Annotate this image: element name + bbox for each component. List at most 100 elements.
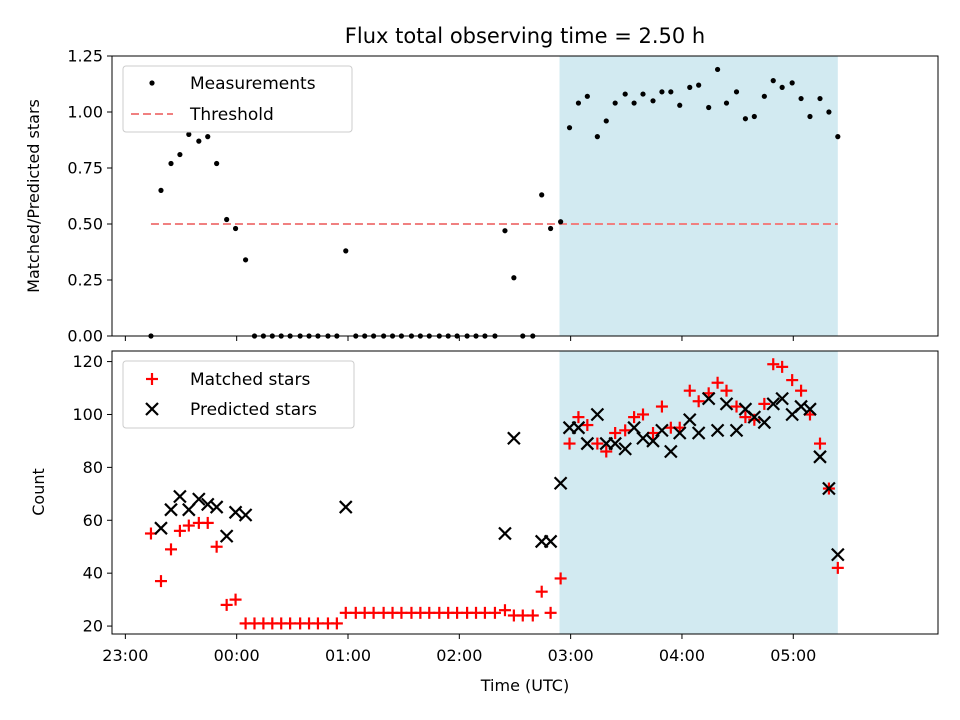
measurement-point [502,228,508,234]
predicted-star-point [219,529,234,543]
chart-title: Flux total observing time = 2.50 h [345,24,705,48]
predicted-star-point [646,434,660,448]
top-y-ticks: 0.00 0.25 0.50 0.75 1.00 1.25 [67,47,112,346]
matched-star-point [210,540,223,553]
predicted-star-point [338,500,353,514]
matched-star-point [284,617,297,630]
measurement-point [343,248,349,254]
measurement-point [770,78,776,84]
measurement-point [659,89,665,95]
predicted-star-point [682,412,697,427]
matched-star-point [581,419,594,432]
matched-star-point [776,360,789,373]
predicted-star-point [182,502,196,517]
bottom-shaded-region [559,351,838,634]
matched-star-point [339,606,352,619]
x-tick-label: 04:00 [659,646,705,665]
predicted-star-point [636,431,650,446]
predicted-star-point [813,450,827,464]
matched-star-point [201,516,214,529]
measurement-point [232,225,239,232]
predicted-star-point [571,420,586,435]
measurement-points [148,66,841,339]
predicted-star-point [747,410,762,424]
legend-predicted-marker [145,402,159,416]
measurement-point [539,192,545,198]
predicted-star-point [803,402,817,416]
predicted-star-point [672,426,687,440]
predicted-star-point [238,508,253,522]
predicted-star-point [228,505,243,520]
matched-star-point [488,606,501,619]
matched-star-point [720,384,733,397]
measurement-point [761,93,767,99]
y-tick-label: 0.25 [67,271,103,290]
matched-star-point [154,575,167,588]
measurement-point [807,113,813,120]
x-tick-label: 03:00 [548,646,594,665]
legend-matched-label: Matched stars [190,370,310,390]
top-panel: 0.00 0.25 0.50 0.75 1.00 1.25 Matched/Predict… [24,47,939,346]
measurement-point [687,84,693,90]
top-legend: Measurements Threshold [122,65,353,133]
x-tick-label: 00:00 [214,646,260,665]
matched-star-point [478,606,491,619]
y-tick-label: 120 [72,352,103,371]
predicted-star-point [655,423,669,438]
x-tick-label: 01:00 [325,646,371,665]
predicted-star-point [701,391,716,406]
measurement-point [798,95,804,102]
matched-star-point [182,519,195,532]
matched-star-point [814,437,826,450]
bottom-x-ticks: 23:00 00:00 01:00 02:00 03:00 04:00 05:00 [102,634,816,665]
measurement-point [603,118,609,124]
predicted-star-point [154,521,168,535]
predicted-star-point [719,397,734,411]
matched-star-point [628,411,641,424]
measurement-point [622,91,628,97]
y-tick-label: 0.75 [67,159,103,178]
predicted-star-point [627,420,641,435]
measurement-point [558,219,564,225]
predicted-star-point [729,423,744,438]
measurement-point [751,113,757,120]
predicted-star-point [710,423,725,438]
predicted-star-point [757,415,772,430]
top-x-ticks [124,336,794,341]
measurement-point [779,84,785,90]
matched-star-point [173,524,186,537]
matched-star-point [229,593,242,606]
y-tick-label: 0.50 [67,215,103,234]
matched-star-point [451,606,464,619]
bottom-plot-frame [111,350,939,635]
matched-star-point [535,585,548,598]
measurement-point [640,91,646,97]
y-tick-label: 100 [72,405,103,424]
y-tick-label: 80 [83,458,103,477]
measurement-point [205,134,211,140]
measurement-point [168,160,174,167]
measurement-point [706,104,712,111]
predicted-star-point [822,481,836,496]
measurement-point [631,100,637,106]
predicted-star-point [543,534,558,549]
matched-star-point [591,437,604,450]
measurement-point [668,89,674,95]
x-axis-label: Time (UTC) [480,676,569,695]
y-tick-label: 20 [83,617,103,636]
legend-measurements-label: Measurements [190,74,316,94]
measurement-point [677,102,683,108]
legend-matched-marker [146,373,158,385]
matched-star-point [683,384,696,397]
measurement-point [826,109,832,115]
predicted-star-point [192,492,206,506]
count-points [144,358,845,630]
measurement-point [575,100,582,106]
predicted-star-point [590,407,605,422]
measurement-point [511,275,517,281]
bottom-legend: Matched stars Predicted stars [122,360,355,429]
legend-predicted-label: Predicted stars [190,400,317,420]
predicted-star-point [775,391,789,406]
predicted-star-point [664,444,678,459]
